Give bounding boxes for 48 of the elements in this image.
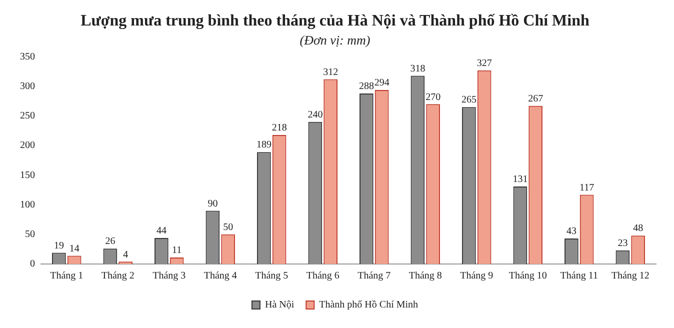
- data-label: 131: [512, 174, 528, 186]
- x-tick-label: Tháng 7: [358, 270, 391, 282]
- x-tick-label: Tháng 5: [255, 270, 288, 282]
- x-tick-label: Tháng 2: [101, 270, 134, 282]
- x-tick-label: Tháng 6: [306, 270, 340, 282]
- data-label: 48: [633, 223, 644, 234]
- data-label: 265: [461, 94, 476, 106]
- data-label: 26: [105, 236, 116, 248]
- y-tick-label: 150: [20, 170, 35, 181]
- data-label: 90: [208, 198, 218, 210]
- y-tick-label: 300: [20, 81, 35, 92]
- x-tick-label: Tháng 12: [611, 270, 650, 282]
- y-tick-label: 50: [25, 229, 35, 240]
- y-tick-label: 200: [20, 140, 35, 152]
- data-label: 117: [579, 182, 594, 194]
- y-tick-label: 250: [20, 110, 35, 122]
- y-tick-label: 100: [20, 199, 35, 210]
- data-label: 270: [426, 92, 441, 103]
- x-tick-label: Tháng 1: [50, 270, 84, 282]
- legend-label: Hà Nội: [264, 300, 294, 311]
- data-label: 218: [272, 122, 287, 134]
- data-label: 327: [476, 58, 492, 70]
- data-label: 288: [358, 81, 374, 92]
- x-tick-label: Tháng 10: [508, 270, 547, 282]
- data-label: 14: [69, 243, 80, 254]
- data-label: 240: [308, 110, 323, 121]
- data-label: 19: [54, 240, 64, 252]
- y-tick-label: 350: [20, 51, 35, 62]
- chart-subtitle: (Đơn vị: mm): [300, 32, 370, 48]
- y-tick-label: 0: [30, 258, 35, 270]
- data-label: 312: [323, 66, 338, 78]
- legend-label: Thành phố Hồ Chí Minh: [319, 300, 418, 311]
- x-tick-label: Tháng 4: [204, 270, 237, 282]
- data-label: 23: [618, 238, 628, 250]
- x-tick-label: Tháng 11: [560, 270, 598, 282]
- data-label: 11: [172, 245, 182, 256]
- x-tick-label: Tháng 8: [408, 270, 442, 282]
- data-label: 50: [223, 222, 234, 234]
- data-label: 267: [528, 94, 544, 105]
- data-label: 189: [256, 140, 272, 151]
- x-tick-label: Tháng 3: [152, 270, 186, 282]
- data-label: 43: [566, 226, 576, 238]
- data-label: 294: [374, 78, 390, 89]
- data-label: 318: [410, 63, 426, 74]
- x-tick-label: Tháng 9: [460, 270, 494, 282]
- data-label: 4: [123, 249, 128, 260]
- chart-title: Lượng mưa trung bình theo tháng của Hà Nội và Thành phố Hồ Chí Minh: [80, 12, 590, 30]
- data-label: 44: [156, 226, 166, 237]
